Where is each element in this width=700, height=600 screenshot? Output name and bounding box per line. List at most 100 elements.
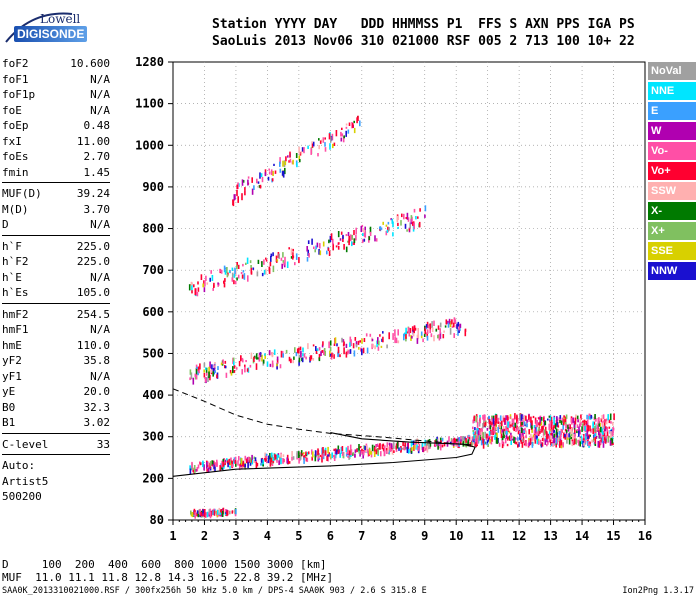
echo-mark [211,464,214,467]
echo-mark [489,439,491,444]
echo-mark [252,267,255,270]
autoscaling-info-line: 500200 [2,490,42,503]
echo-mark [380,227,383,230]
echo-mark [237,274,240,279]
echo-mark [244,455,247,461]
echo-mark [333,448,335,451]
echo-mark [224,365,227,369]
echo-mark [491,423,493,428]
echo-mark [345,234,348,237]
echo-mark [598,441,601,448]
echo-mark [280,350,283,358]
echo-mark [270,253,273,257]
param-value: 1.45 [83,165,111,179]
param-label: foE [2,103,22,117]
echo-mark [555,437,558,444]
echo-mark [261,272,264,277]
echo-mark [254,457,257,462]
echo-mark [559,437,562,442]
echo-mark [511,438,514,441]
echo-mark [319,243,321,249]
echo-mark [559,415,562,421]
param-label: h`F [2,239,22,253]
echo-mark [385,450,388,454]
echo-mark [330,136,332,143]
param-value: N/A [90,270,110,284]
echo-mark [596,424,599,431]
echo-mark [314,454,317,462]
echo-mark [404,223,407,229]
echo-mark [268,267,271,274]
echo-mark [505,426,507,433]
echo-mark [233,457,236,464]
echo-mark [338,242,340,245]
echo-mark [548,435,551,443]
echo-mark [345,123,348,126]
echo-mark [322,454,324,458]
echo-mark [307,249,309,256]
echo-mark [272,457,275,462]
echo-mark [265,456,268,459]
echo-mark [482,414,484,420]
echo-mark [278,253,280,259]
echo-mark [357,115,359,121]
echo-mark [347,129,350,134]
echo-mark [508,421,511,427]
echo-mark [349,234,352,242]
y-tick-label: 600 [142,305,164,319]
echo-mark [420,331,423,337]
echo-mark [311,143,314,148]
echo-mark [256,463,259,467]
echo-mark [592,428,594,434]
echo-mark [464,328,467,332]
echo-mark [425,326,428,330]
echo-mark [593,421,596,425]
echo-mark [531,420,533,426]
echo-mark [304,455,306,459]
echo-mark [568,437,571,445]
echo-mark [468,437,471,440]
echo-mark [238,464,241,471]
echo-mark [284,256,286,264]
echo-mark [247,275,249,282]
echo-mark [559,418,561,422]
echo-mark [275,454,277,459]
echo-mark [230,372,233,376]
echo-mark [231,511,234,514]
echo-mark [472,419,474,424]
echo-mark [521,414,524,420]
echo-mark [314,450,317,456]
x-tick-label: 5 [295,529,302,543]
echo-mark [406,446,409,453]
echo-mark [342,236,344,242]
echo-mark [552,435,554,439]
echo-mark [599,426,602,433]
echo-mark [332,143,334,149]
echo-mark [270,457,273,463]
echo-mark [383,450,386,456]
echo-mark [255,460,257,464]
echo-mark [285,349,288,354]
echo-mark [492,429,495,436]
echo-mark [581,437,583,445]
echo-mark [370,451,373,455]
echo-mark [573,421,576,429]
echo-mark [282,252,284,258]
echo-mark [539,439,542,444]
param-label: hmF1 [2,323,29,336]
echo-mark [604,419,606,423]
echo-mark [272,170,274,176]
echo-mark [196,512,198,517]
echo-mark [335,448,337,452]
echo-mark [388,450,390,454]
echo-mark [301,453,304,456]
echo-mark [251,454,253,460]
echo-mark [208,366,210,374]
x-tick-label: 2 [201,529,208,543]
echo-mark [600,418,603,423]
echo-mark [282,170,285,178]
echo-mark [289,158,292,163]
echo-mark [550,433,552,436]
echo-mark [194,373,197,377]
